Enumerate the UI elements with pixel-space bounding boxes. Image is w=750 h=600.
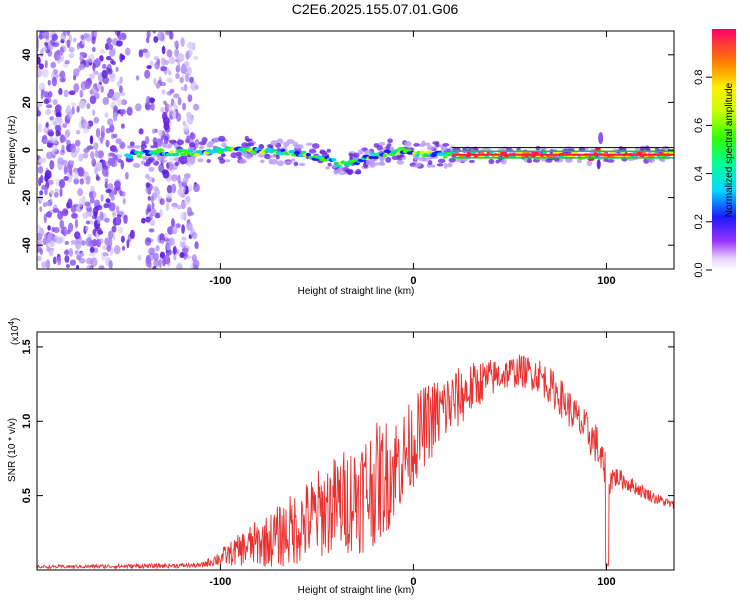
colorbar-gradient [712,29,736,270]
spectrogram-y-axis-label: Frequency (Hz) [7,116,18,185]
spectrogram-y-tick-label: -40 [21,237,33,253]
spectrogram-plot-area [37,31,674,269]
colorbar-ticks: 0.0 0.2 0.4 0.6 0.8 [693,70,712,278]
snr-frame [36,331,675,571]
snr-marks [37,354,674,570]
spectrogram-x-tick-label: 0 [410,275,416,287]
page-title: C2E6.2025.155.07.01.G06 [291,1,459,17]
snr-x-tick-label: -100 [209,576,231,588]
spectrogram-x-axis-label: Height of straight line (km) [298,286,415,297]
snr-ticks: -100 0 100 0.5 1.0 1.5 [21,332,674,588]
snr-y-tick-label: 0.5 [21,488,33,503]
snr-plot-area [37,354,674,570]
colorbar-tick-label: 0.4 [693,166,705,181]
snr-y-axis-label: SNR (10 * v/v) [7,418,18,482]
spectrogram-x-tick-label: 100 [597,275,615,287]
spectrogram-y-tick-label: -20 [21,190,33,206]
snr-series-line [37,354,674,570]
snr-y-tick-label: 1.5 [21,339,33,354]
colorbar-tick-label: 0.8 [693,70,705,85]
spectrogram-panel: -100 0 100 -40 -20 0 20 40 Height of straight l… [7,30,675,297]
colorbar-label: Normalized spectral amplitude [724,82,735,217]
snr-y-multiplier: (x104) [7,318,21,345]
snr-x-tick-label: 100 [597,576,615,588]
spectrogram-x-tick-label: -100 [209,275,231,287]
snr-x-tick-label: 0 [410,576,416,588]
colorbar: 0.0 0.2 0.4 0.6 0.8 Normalized spectral ampl… [693,29,736,278]
spectrogram-marks [37,31,674,269]
spectrogram-ticks: -100 0 100 -40 -20 0 20 40 [21,31,674,287]
spectrogram-y-tick-label: 0 [21,147,33,153]
colorbar-tick-label: 0.0 [693,262,705,277]
colorbar-tick-label: 0.2 [693,214,705,229]
snr-panel: -100 0 100 0.5 1.0 1.5 Height of straight lin… [7,318,675,596]
colorbar-tick-label: 0.6 [693,118,705,133]
spectrogram-y-tick-label: 40 [21,49,33,61]
snr-y-tick-label: 1.0 [21,414,33,429]
spectrogram-y-tick-label: 20 [21,96,33,108]
snr-x-axis-label: Height of straight line (km) [298,585,415,596]
